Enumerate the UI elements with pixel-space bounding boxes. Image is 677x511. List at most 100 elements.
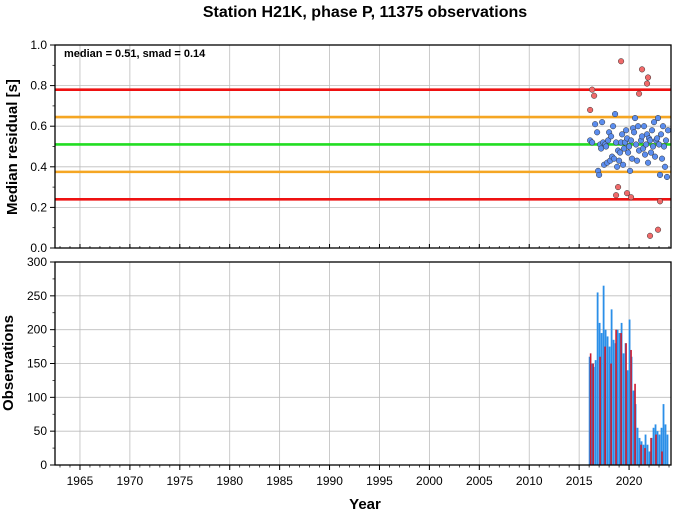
blue-bar: [646, 444, 649, 465]
inlier-point: [648, 127, 656, 134]
inlier-point: [623, 127, 630, 134]
inlier-point: [599, 119, 606, 126]
inlier-point: [635, 123, 642, 130]
x-tick-label: 2005: [466, 474, 493, 488]
red-bar: [610, 363, 612, 465]
x-tick-label: 2020: [616, 474, 643, 488]
y-tick-label: 0.0: [30, 241, 47, 255]
y-tick-label: 100: [27, 390, 47, 404]
inlier-point: [654, 115, 662, 122]
red-bar: [620, 333, 622, 465]
x-tick-label: 1995: [366, 474, 393, 488]
residual-y-ticks: 0.0 0.2 0.4 0.6 0.8 1.0: [30, 38, 55, 255]
y-tick-label: 200: [27, 323, 47, 337]
blue-bar: [662, 404, 665, 465]
x-tick-label: 1985: [266, 474, 293, 488]
outlier-point: [615, 184, 622, 191]
x-tick-label: 2000: [416, 474, 443, 488]
y-tick-label: 250: [27, 289, 47, 303]
outlier-point: [613, 192, 620, 199]
stats-annotation: median = 0.51, smad = 0.14: [64, 48, 206, 60]
blue-bar: [600, 333, 603, 465]
outlier-point: [591, 92, 598, 99]
residual-panel: 0.0 0.2 0.4 0.6 0.8 1.0 median = 0.51, smad =…: [4, 38, 672, 255]
inlier-point: [589, 139, 596, 146]
blue-bar: [656, 431, 659, 465]
y-tick-label: 50: [34, 424, 48, 438]
inlier-point: [626, 143, 633, 150]
inlier-point: [620, 161, 627, 168]
observations-y-ticks: 0 50 100 150 200 250 300: [27, 255, 55, 472]
red-bar: [644, 448, 646, 465]
red-bar: [625, 343, 627, 465]
inlier-point: [657, 131, 665, 138]
inlier-point: [641, 151, 649, 158]
blue-bar: [628, 319, 631, 465]
inlier-point: [612, 110, 619, 118]
inlier-point: [627, 167, 634, 174]
blue-bar: [632, 390, 635, 465]
inlier-point: [614, 163, 621, 170]
blue-bar: [666, 434, 669, 465]
outlier-point: [628, 194, 635, 201]
blue-bar: [590, 363, 593, 465]
blue-bar: [596, 292, 599, 465]
blue-bar: [638, 437, 641, 465]
inlier-point: [659, 123, 667, 130]
x-tick-label: 1980: [216, 474, 243, 488]
blue-bar: [652, 427, 655, 465]
inlier-point: [650, 119, 658, 126]
chart-title: Station H21K, phase P, 11375 observation…: [203, 4, 527, 21]
outlier-point: [589, 86, 596, 93]
residual-points: [587, 58, 672, 239]
y-tick-label: 150: [27, 357, 47, 371]
inlier-point: [656, 171, 664, 178]
blue-bar: [626, 370, 629, 465]
blue-bar: [594, 360, 597, 465]
inlier-point: [664, 127, 672, 134]
inlier-point: [640, 123, 648, 130]
x-tick-label: 1975: [166, 474, 193, 488]
inlier-point: [660, 143, 668, 150]
inlier-point: [634, 157, 641, 164]
blue-bar: [660, 427, 663, 465]
blue-bar: [602, 285, 605, 465]
x-tick-label: 1965: [67, 474, 94, 488]
red-bar: [592, 363, 594, 465]
red-bar: [650, 437, 652, 465]
red-bar: [604, 346, 606, 465]
inlier-point: [662, 137, 670, 144]
blue-bar: [622, 353, 625, 465]
outlier-point: [646, 232, 654, 239]
x-tick-label: 2015: [566, 474, 593, 488]
inlier-point: [633, 141, 640, 148]
red-bar: [661, 451, 663, 465]
blue-bar: [648, 451, 651, 465]
y-tick-label: 1.0: [30, 38, 47, 52]
inlier-point: [628, 137, 635, 144]
red-bar: [599, 356, 601, 465]
blue-bar: [608, 346, 611, 465]
inlier-point: [663, 173, 671, 180]
blue-bar: [642, 444, 645, 465]
red-bar: [655, 434, 657, 465]
red-bar: [615, 329, 617, 465]
residual-x-ticks: [59, 244, 670, 248]
observations-x-ticks: 1965 1970 1975 1980 1985 1990 1995 2000 2005 2010…: [59, 465, 670, 488]
inlier-point: [594, 129, 601, 136]
y-tick-label: 0.6: [30, 119, 47, 133]
x-tick-label: 2010: [516, 474, 543, 488]
outlier-point: [587, 106, 594, 114]
outlier-point: [636, 90, 643, 97]
inlier-point: [592, 121, 599, 128]
outlier-point: [638, 66, 646, 73]
inlier-point: [617, 149, 624, 156]
blue-bar: [616, 329, 619, 465]
y-tick-label: 0: [40, 458, 47, 472]
red-bar: [589, 353, 592, 465]
x-axis-label: Year: [349, 496, 381, 511]
inlier-point: [646, 137, 654, 144]
inlier-point: [603, 143, 610, 150]
